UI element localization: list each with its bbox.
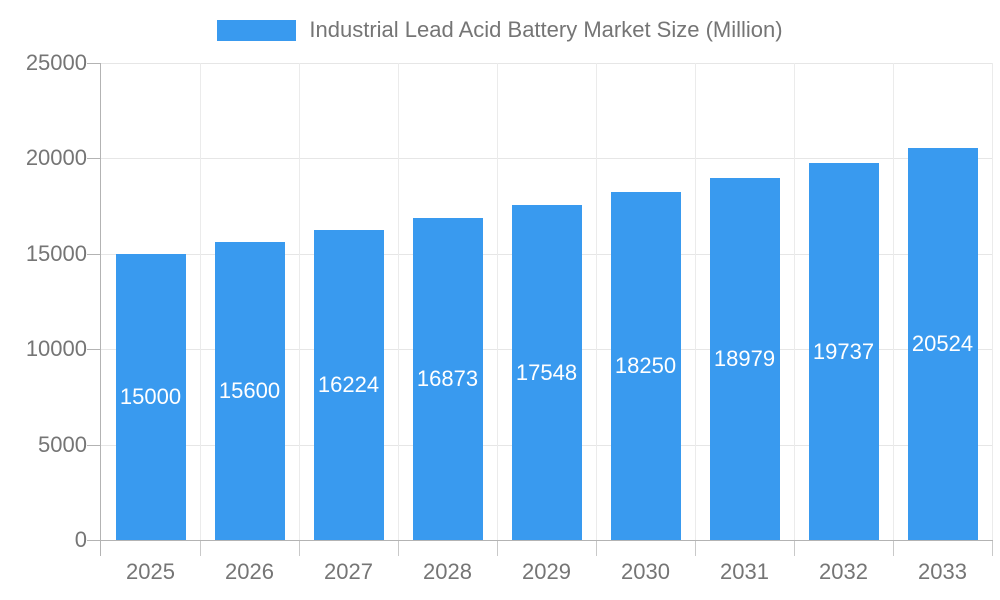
bar-value-label: 16224 [317, 372, 380, 397]
bar[interactable] [611, 192, 681, 540]
legend-label[interactable]: Industrial Lead Acid Battery Market Size… [309, 17, 783, 42]
gridline-vertical [695, 63, 696, 540]
legend-swatch[interactable] [217, 19, 297, 41]
y-axis-tick [87, 63, 100, 64]
y-axis-tick-label: 15000 [25, 241, 87, 266]
x-axis-tick [299, 541, 300, 556]
bar-value-label: 18979 [713, 346, 776, 371]
x-axis-tick-label: 2032 [819, 559, 868, 584]
bar[interactable] [908, 148, 978, 540]
x-axis-tick-label: 2027 [324, 559, 373, 584]
y-axis-line [100, 63, 101, 556]
y-axis-tick-label: 5000 [38, 432, 87, 457]
gridline-vertical [794, 63, 795, 540]
x-axis-tick [695, 541, 696, 556]
x-axis-tick-label: 2031 [720, 559, 769, 584]
x-axis-tick-label: 2025 [126, 559, 175, 584]
gridline-horizontal [101, 158, 992, 159]
x-axis-tick-label: 2030 [621, 559, 670, 584]
bar-value-label: 17548 [515, 360, 578, 385]
gridline-vertical [299, 63, 300, 540]
bar-value-label: 20524 [911, 331, 974, 356]
gridline-vertical [893, 63, 894, 540]
gridline-vertical [497, 63, 498, 540]
gridline-vertical [200, 63, 201, 540]
y-axis-tick-label: 25000 [25, 50, 87, 75]
bar-value-label: 15000 [119, 384, 182, 409]
y-axis-tick [87, 540, 100, 541]
y-axis-tick [87, 445, 100, 446]
bar-value-label: 19737 [812, 339, 875, 364]
bar[interactable] [314, 230, 384, 540]
x-axis-tick-label: 2028 [423, 559, 472, 584]
x-axis-tick [596, 541, 597, 556]
bar[interactable] [413, 218, 483, 540]
bar-value-label: 18250 [614, 353, 677, 378]
chart-legend: Industrial Lead Acid Battery Market Size… [0, 17, 1000, 43]
gridline-horizontal [101, 63, 992, 64]
y-axis-tick [87, 349, 100, 350]
gridline-vertical [992, 63, 993, 540]
gridline-vertical [596, 63, 597, 540]
x-axis-tick [398, 541, 399, 556]
bar[interactable] [512, 205, 582, 540]
x-axis-tick-label: 2029 [522, 559, 571, 584]
x-axis-tick [200, 541, 201, 556]
y-axis-tick-label: 10000 [25, 336, 87, 361]
x-axis-tick [794, 541, 795, 556]
bar[interactable] [215, 242, 285, 540]
y-axis-tick [87, 254, 100, 255]
bar[interactable] [116, 254, 186, 540]
bar[interactable] [710, 178, 780, 540]
bar[interactable] [809, 163, 879, 540]
y-axis-tick [87, 158, 100, 159]
y-axis-tick-label: 0 [74, 527, 87, 552]
plot-area: 0 5000 10000 15000 20000 25000 2025 2026 2027 202… [26, 50, 993, 584]
x-axis-tick [992, 541, 993, 556]
x-axis-tick-label: 2033 [918, 559, 967, 584]
x-axis-tick [893, 541, 894, 556]
y-axis-tick-label: 20000 [25, 145, 87, 170]
x-axis-tick [497, 541, 498, 556]
bar-value-label: 15600 [218, 378, 281, 403]
x-axis-line [100, 540, 993, 541]
gridline-vertical [398, 63, 399, 540]
x-axis-tick-label: 2026 [225, 559, 274, 584]
bar-value-label: 16873 [416, 366, 479, 391]
